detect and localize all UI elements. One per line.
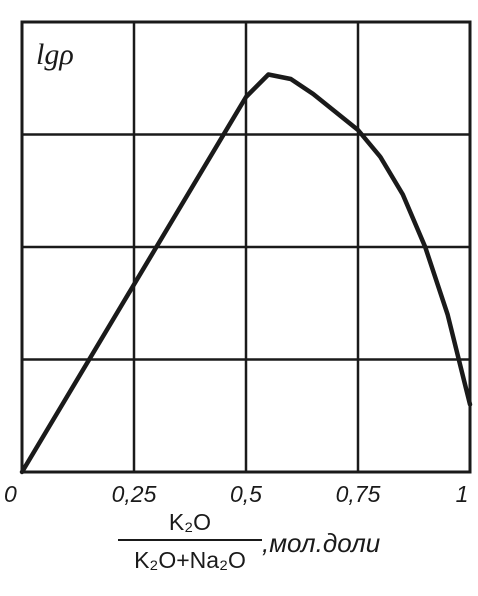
x-tick-label: 1 bbox=[456, 481, 469, 507]
plot-frame bbox=[20, 20, 472, 474]
series-line bbox=[19, 72, 473, 475]
x-label-denominator: K₂O+Na₂O bbox=[134, 547, 246, 573]
y-axis-label: lgρ bbox=[36, 38, 74, 71]
x-tick-label: 0 bbox=[4, 481, 17, 507]
x-tick-label: 0,5 bbox=[230, 481, 262, 507]
x-label-numerator: K₂O bbox=[169, 509, 211, 535]
x-tick-label: 0,25 bbox=[112, 481, 157, 507]
x-tick-labels: 0 0,25 0,5 0,75 1 bbox=[4, 481, 468, 507]
grid bbox=[22, 22, 470, 472]
x-tick-label: 0,75 bbox=[336, 481, 381, 507]
x-label-unit: ,мол.доли bbox=[262, 528, 380, 558]
